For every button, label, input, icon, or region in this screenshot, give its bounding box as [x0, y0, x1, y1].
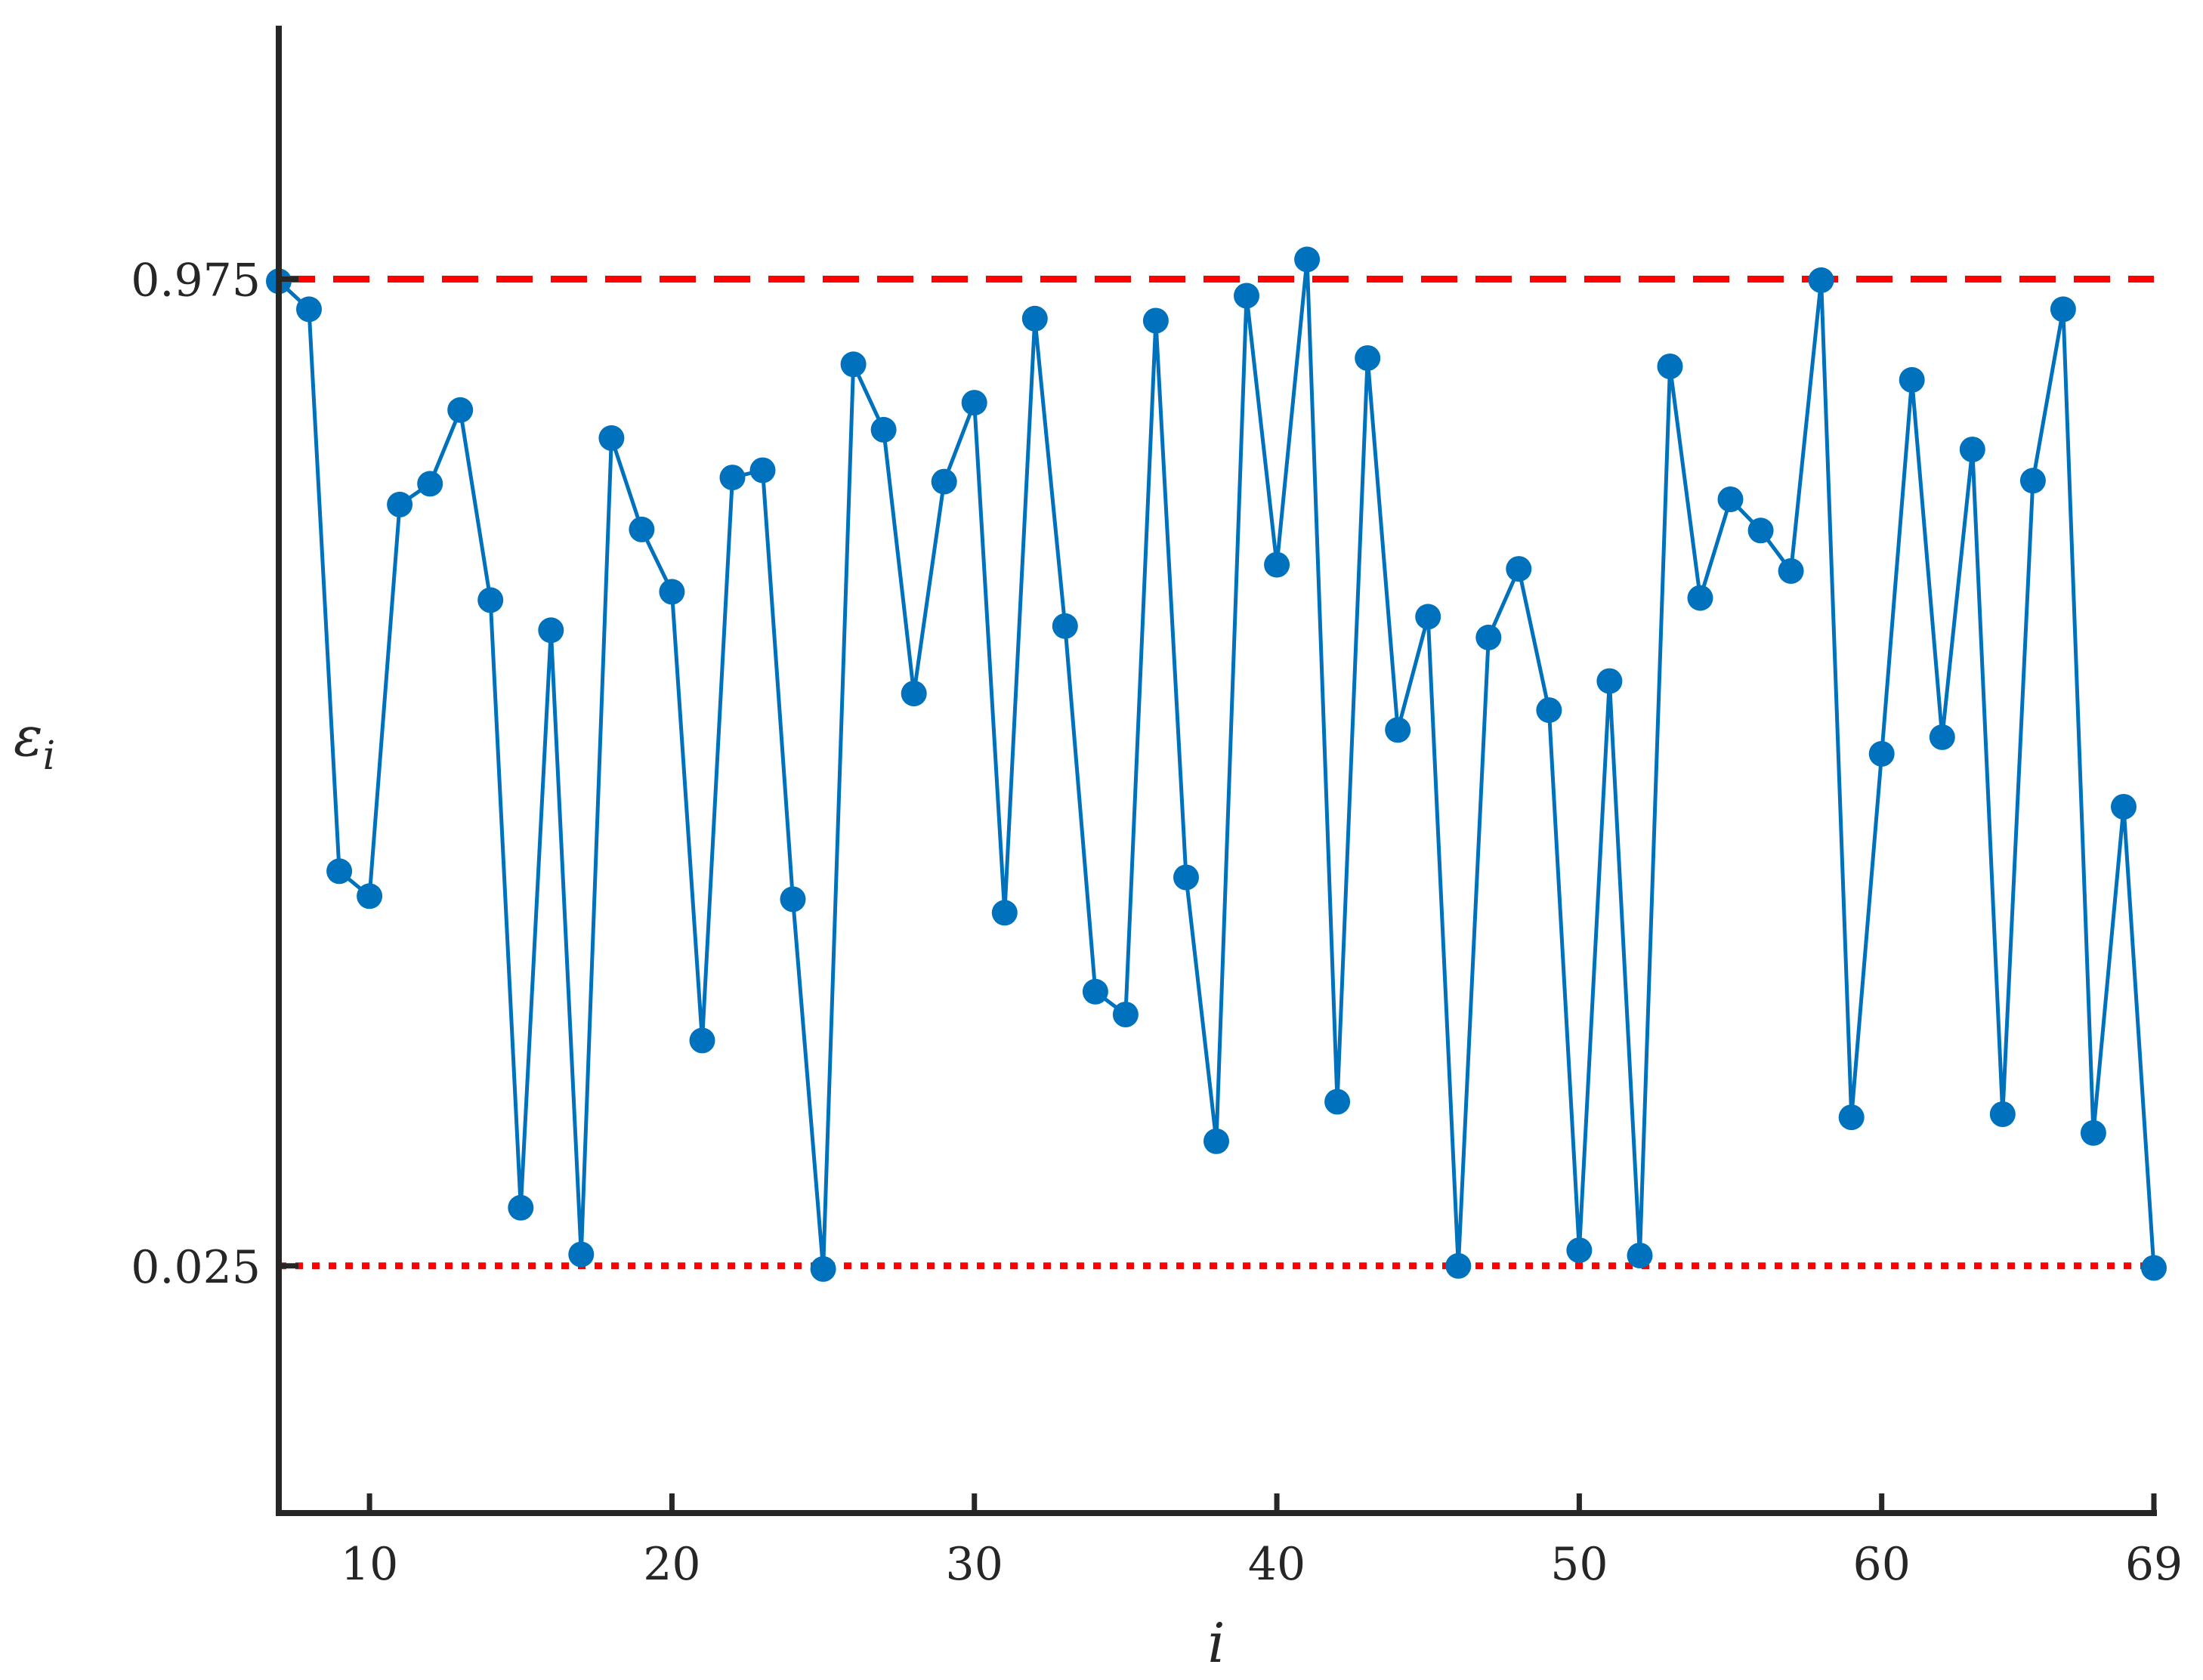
- x-axis-label: i: [1207, 1611, 1225, 1675]
- data-point-53: [1657, 354, 1683, 379]
- data-point-69: [2141, 1255, 2167, 1281]
- data-point-32: [1021, 305, 1048, 332]
- data-point-57: [1778, 557, 1804, 584]
- data-point-8: [296, 296, 322, 323]
- data-point-67: [2080, 1119, 2106, 1146]
- data-point-43: [1355, 345, 1381, 371]
- data-point-19: [629, 516, 655, 542]
- data-point-68: [2111, 794, 2137, 820]
- data-point-49: [1536, 697, 1562, 724]
- data-point-45: [1415, 604, 1441, 630]
- data-point-38: [1203, 1128, 1229, 1154]
- data-point-18: [598, 425, 625, 451]
- x-tick-label-50: 50: [1550, 1538, 1608, 1591]
- data-point-16: [538, 617, 564, 644]
- data-point-58: [1808, 267, 1834, 293]
- data-point-60: [1868, 740, 1895, 767]
- reference-lines: [279, 276, 2154, 1270]
- data-point-61: [1899, 366, 1925, 393]
- data-point-34: [1082, 978, 1108, 1005]
- data-point-44: [1385, 717, 1411, 743]
- data-point-17: [568, 1241, 595, 1268]
- data-point-56: [1747, 517, 1774, 544]
- data-point-62: [1929, 724, 1955, 750]
- data-point-20: [659, 579, 685, 605]
- data-point-29: [931, 468, 957, 495]
- data-point-66: [2050, 296, 2076, 323]
- data-point-51: [1596, 668, 1623, 694]
- series-layer: [266, 246, 2167, 1282]
- data-point-48: [1506, 556, 1532, 582]
- data-point-35: [1112, 1002, 1139, 1027]
- y-tick-label-0.975: 0.975: [131, 255, 261, 307]
- ticks: 10 20 30 40 50 60 69 0.025 0.975: [131, 255, 2183, 1592]
- x-tick-label-30: 30: [946, 1538, 1003, 1591]
- data-point-27: [870, 416, 897, 443]
- data-point-39: [1234, 283, 1259, 309]
- data-point-41: [1294, 246, 1321, 273]
- data-point-50: [1566, 1237, 1593, 1264]
- data-point-22: [719, 465, 746, 491]
- y-axis-label: εi: [14, 705, 55, 779]
- series-line: [277, 257, 2156, 1271]
- data-point-28: [901, 681, 927, 707]
- data-point-26: [840, 351, 867, 378]
- data-point-31: [991, 900, 1018, 926]
- data-point-11: [387, 491, 413, 517]
- x-tick-label-60: 60: [1853, 1538, 1911, 1591]
- data-point-65: [2019, 468, 2046, 494]
- data-point-13: [447, 397, 474, 423]
- x-tick-label-40: 40: [1248, 1538, 1305, 1591]
- data-point-14: [477, 587, 504, 613]
- data-point-10: [357, 883, 383, 909]
- data-point-21: [689, 1027, 715, 1054]
- data-point-25: [810, 1255, 836, 1282]
- y-axis-label-main: ε: [14, 705, 43, 768]
- data-point-46: [1445, 1252, 1472, 1279]
- data-point-42: [1324, 1089, 1351, 1115]
- data-point-30: [961, 390, 987, 416]
- data-point-52: [1627, 1243, 1653, 1268]
- data-point-54: [1687, 585, 1713, 611]
- data-point-63: [1959, 437, 1985, 462]
- data-point-37: [1173, 864, 1199, 891]
- data-point-64: [1989, 1101, 2016, 1127]
- data-point-24: [780, 886, 806, 913]
- data-point-36: [1142, 307, 1169, 334]
- data-point-40: [1264, 551, 1290, 578]
- y-axis-label-subscript: i: [43, 733, 56, 779]
- data-point-33: [1052, 613, 1078, 639]
- data-point-47: [1475, 624, 1502, 650]
- data-point-15: [508, 1194, 534, 1221]
- x-tick-label-10: 10: [341, 1538, 398, 1591]
- x-tick-label-69: 69: [2125, 1538, 2183, 1591]
- x-tick-label-20: 20: [643, 1538, 700, 1591]
- data-point-9: [326, 858, 353, 885]
- data-point-55: [1717, 486, 1744, 512]
- data-point-12: [417, 471, 443, 497]
- y-tick-label-0.025: 0.025: [131, 1241, 261, 1294]
- data-point-23: [749, 457, 776, 483]
- data-point-59: [1838, 1104, 1865, 1131]
